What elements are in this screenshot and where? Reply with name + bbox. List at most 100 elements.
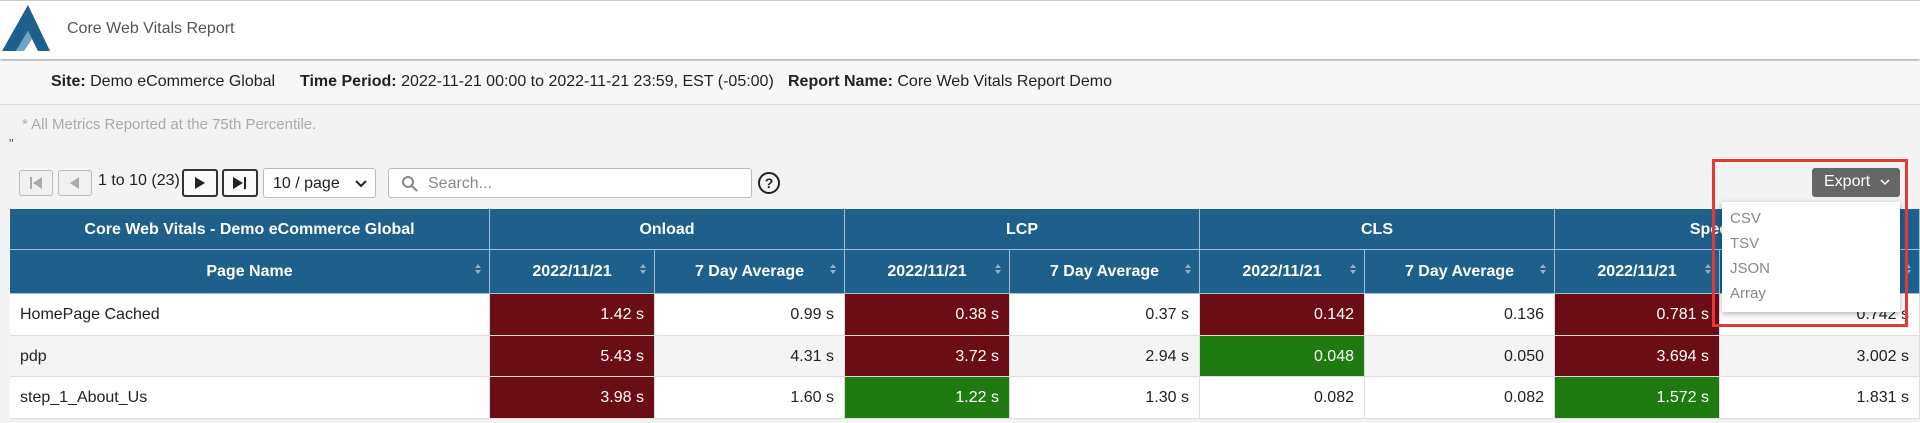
export-option[interactable]: JSON [1730, 260, 1771, 277]
column-label: 7 Day Average [1049, 263, 1160, 280]
help-icon[interactable]: ? [758, 172, 780, 194]
page-range: 1 to 10 (23) [98, 172, 180, 189]
metric-cell: 3.72 s [845, 335, 1010, 377]
export-option[interactable]: CSV [1730, 210, 1761, 227]
sort-icon [475, 270, 481, 274]
top-bar: Core Web Vitals Report [0, 0, 1920, 59]
info-value: Core Web Vitals Report Demo [897, 73, 1112, 90]
export-button[interactable]: Export [1812, 168, 1900, 197]
metric-cell: 1.831 s [1720, 377, 1920, 419]
search-box[interactable]: Search... [388, 168, 752, 198]
column-label: 7 Day Average [694, 263, 805, 280]
first-page-button[interactable] [19, 170, 53, 196]
metric-cell: 4.31 s [655, 335, 845, 377]
sort-icon [830, 264, 836, 268]
chevron [355, 180, 367, 188]
export-option[interactable]: Array [1730, 285, 1766, 302]
metric-cell: 5.43 s [490, 335, 655, 377]
info-label: Time Period: [300, 73, 397, 90]
column-label: 2022/11/21 [1597, 263, 1677, 280]
group-header: Onload [490, 209, 845, 250]
sort-icon [1540, 270, 1546, 274]
page-size: 10 / page [273, 175, 340, 192]
search-placeholder: Search... [428, 175, 493, 192]
icon [195, 177, 205, 189]
info-label: Site: [51, 73, 86, 90]
sort-icon [1905, 270, 1911, 274]
page-name: step_1_About_Us [10, 377, 490, 419]
sort-icon [1705, 270, 1711, 274]
info-item: Time Period: 2022-11-21 00:00 to 2022-11… [300, 73, 774, 91]
metric-cell: 1.30 s [1010, 377, 1200, 419]
column-label: 2022/11/21 [1242, 263, 1322, 280]
metric-cell: 3.694 s [1555, 335, 1720, 377]
sort-icon [640, 264, 646, 268]
info-value: 2022-11-21 00:00 to 2022-11-21 23:59, ES… [401, 73, 774, 90]
logo [2, 5, 50, 51]
group-header: CLS [1200, 209, 1555, 250]
metric-cell: 1.22 s [845, 377, 1010, 419]
icon [30, 177, 42, 189]
metric-cell: 0.082 [1365, 377, 1555, 419]
metric-cell: 0.142 [1200, 294, 1365, 336]
search-icon [402, 176, 418, 192]
sort-icon [1350, 264, 1356, 268]
column-label: 7 Day Average [1404, 263, 1515, 280]
column-header[interactable]: 2022/11/21 [845, 250, 1010, 294]
sort-icon [1705, 264, 1711, 268]
info-bar: Site: Demo eCommerce Global Time Period: … [0, 61, 1920, 105]
metric-cell: 0.082 [1200, 377, 1365, 419]
column-label: 2022/11/21 [532, 263, 612, 280]
column-header[interactable]: 7 Day Average [1010, 250, 1200, 294]
sort-icon [995, 264, 1001, 268]
metric-cell: 0.38 s [845, 294, 1010, 336]
metric-cell: 3.002 s [1720, 335, 1920, 377]
page-name: HomePage Cached [10, 294, 490, 336]
metric-cell: 1.42 s [490, 294, 655, 336]
metric-cell: 1.60 s [655, 377, 845, 419]
sort-icon [1185, 264, 1191, 268]
column-label: Page Name [206, 263, 293, 280]
sort-icon [1540, 264, 1546, 268]
column-label: 2022/11/21 [887, 263, 967, 280]
next-page-button[interactable] [182, 169, 218, 197]
sort-icon [475, 264, 481, 268]
sort-icon [995, 270, 1001, 274]
metric-cell: 2.94 s [1010, 335, 1200, 377]
info-label: Report Name: [788, 73, 893, 90]
sort-icon [1350, 270, 1356, 274]
highlight-box [1712, 159, 1908, 327]
export-label: Export [1824, 173, 1871, 190]
column-header[interactable]: 2022/11/21 [1555, 250, 1720, 294]
column-header[interactable]: 2022/11/21 [490, 250, 655, 294]
stray-mark: " [9, 136, 14, 151]
metric-cell: 0.781 s [1555, 294, 1720, 336]
info-item: Report Name: Core Web Vitals Report Demo [788, 73, 1112, 91]
metric-cell: 0.136 [1365, 294, 1555, 336]
metric-cell: 0.050 [1365, 335, 1555, 377]
column-header[interactable]: 7 Day Average [655, 250, 845, 294]
metric-cell: 3.98 s [490, 377, 655, 419]
metric-cell: 1.572 s [1555, 377, 1720, 419]
info-item: Site: Demo eCommerce Global [51, 73, 275, 91]
prev-page-button[interactable] [58, 170, 92, 196]
sort-icon [640, 270, 646, 274]
column-header[interactable]: 2022/11/21 [1200, 250, 1365, 294]
note: * All Metrics Reported at the 75th Perce… [22, 116, 317, 133]
page-size-select[interactable]: 10 / page [263, 168, 376, 198]
last-page-button[interactable] [222, 169, 258, 197]
export-menu: CSV TSV JSON Array [1722, 202, 1900, 312]
chevron [1880, 179, 1890, 186]
sort-icon [1905, 264, 1911, 268]
page-name: pdp [10, 335, 490, 377]
export-option[interactable]: TSV [1730, 235, 1760, 252]
group-header: Core Web Vitals - Demo eCommerce Global [10, 209, 490, 250]
column-header[interactable]: Page Name [10, 250, 490, 294]
icon [70, 177, 79, 189]
metric-cell: 0.99 s [655, 294, 845, 336]
sort-icon [830, 270, 836, 274]
metric-cell: 0.37 s [1010, 294, 1200, 336]
column-header[interactable]: 7 Day Average [1365, 250, 1555, 294]
metric-cell: 0.048 [1200, 335, 1365, 377]
